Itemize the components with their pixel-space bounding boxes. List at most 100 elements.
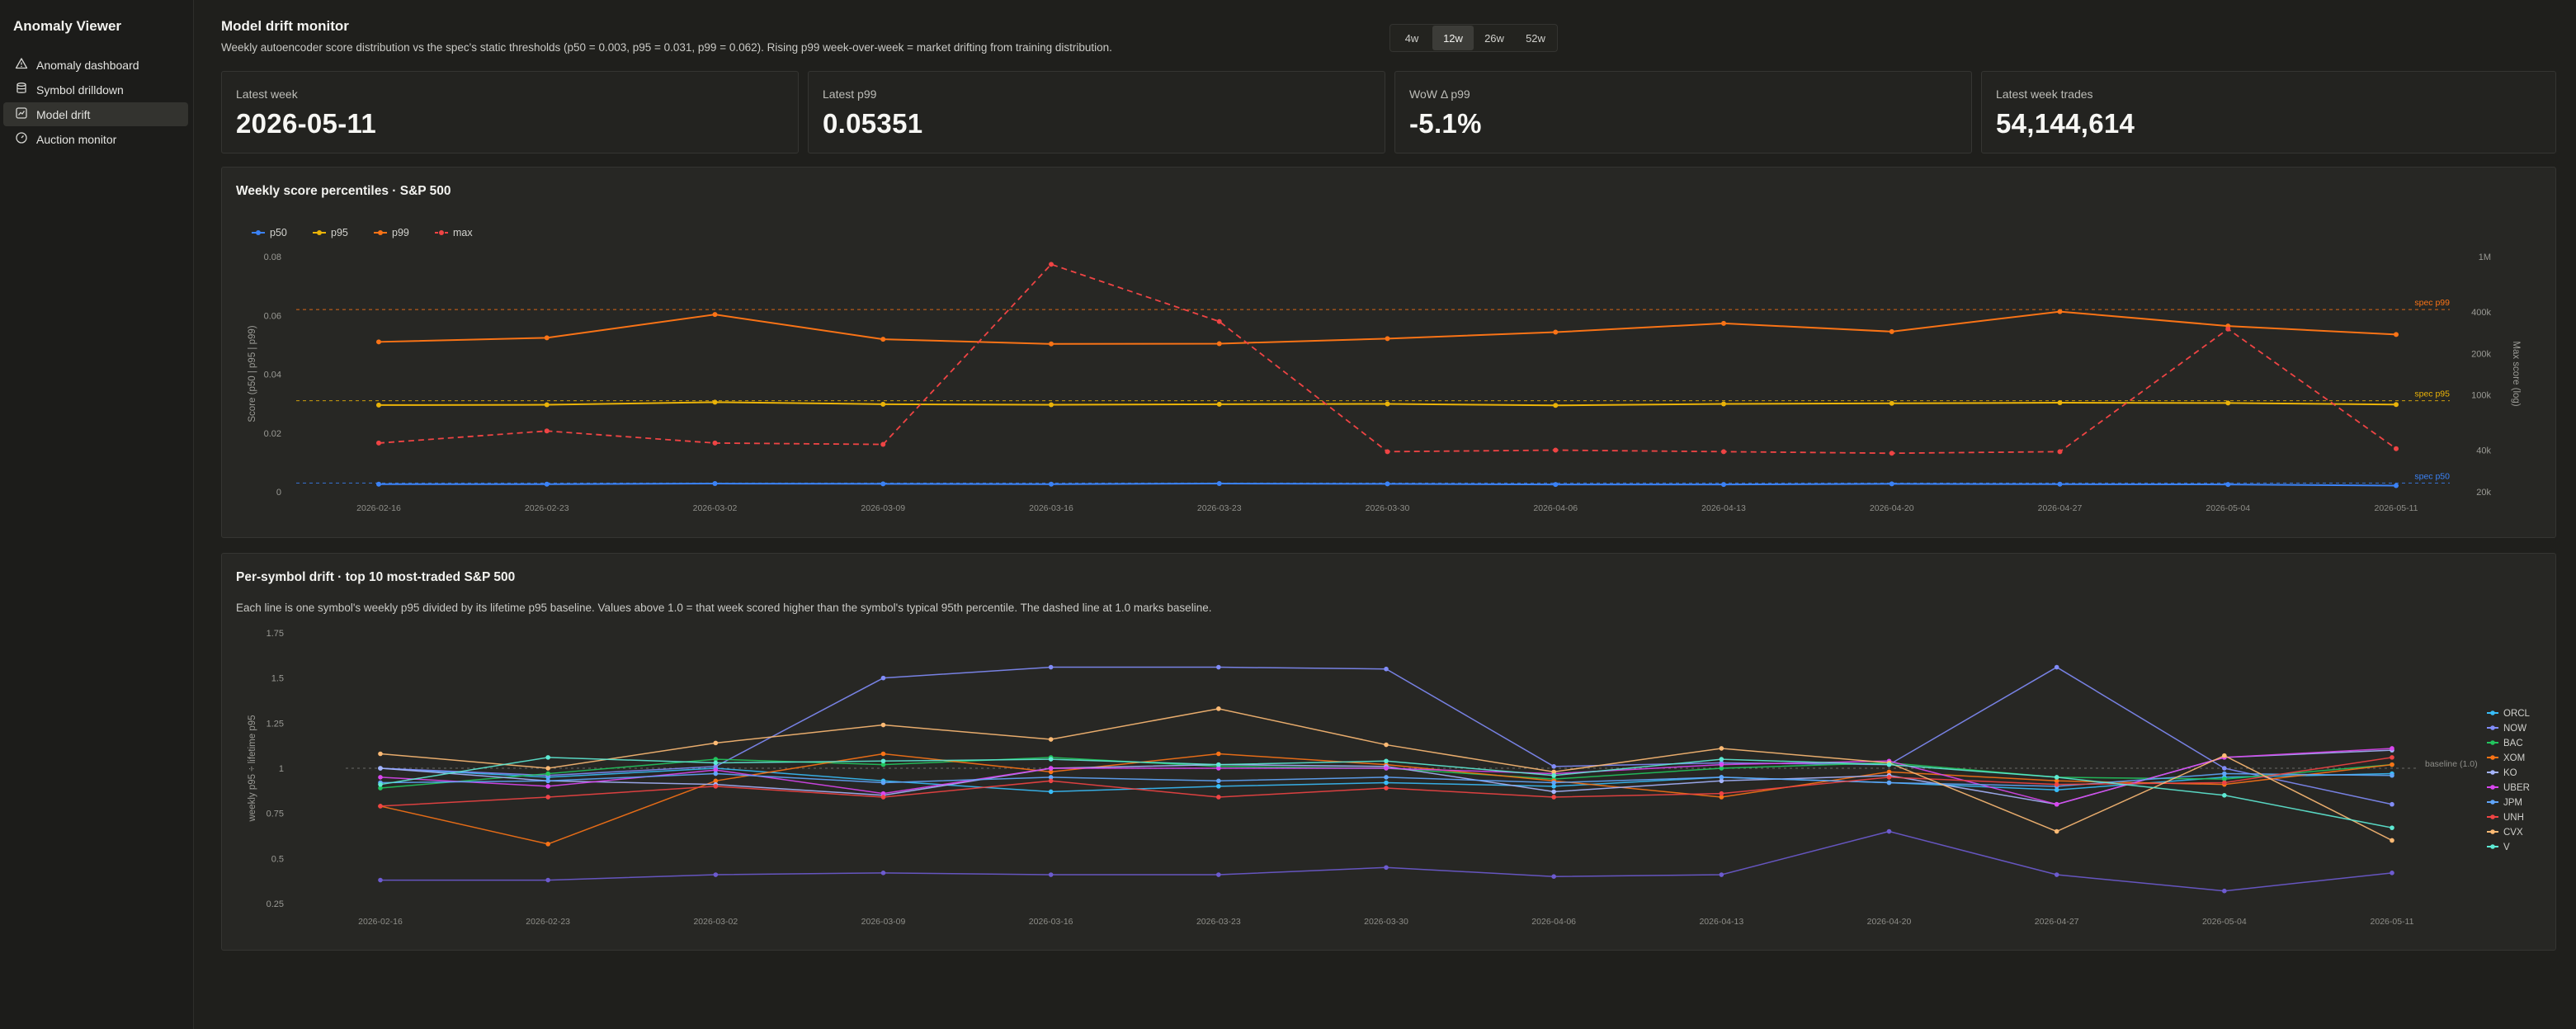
legend-label: KO	[2503, 768, 2517, 778]
data-point-cvx	[378, 751, 383, 757]
data-point-uber	[378, 775, 383, 780]
page-subtitle: Weekly autoencoder score distribution vs…	[221, 41, 1112, 54]
data-point-now	[880, 675, 886, 681]
stat-label: Latest week trades	[1996, 87, 2093, 101]
data-point-v	[1551, 772, 1556, 778]
stat-value: 2026-05-11	[236, 108, 376, 139]
y-tick-label: 0.5	[271, 854, 284, 864]
data-point-max	[880, 441, 886, 447]
y-tick-label: 0.75	[267, 810, 284, 819]
range-option-4w[interactable]: 4w	[1404, 31, 1419, 45]
data-point-v	[880, 758, 886, 764]
legend-marker	[2490, 785, 2495, 790]
app-title: Anomaly Viewer	[13, 18, 122, 34]
data-point-unh	[1384, 786, 1389, 791]
stat-value: 54,144,614	[1996, 108, 2135, 139]
sidebar-item-auction-monitor[interactable]: Auction monitor	[3, 127, 188, 151]
x-tick-label: 2026-04-27	[2038, 503, 2083, 513]
x-tick-label: 2026-05-04	[2202, 917, 2247, 927]
data-point-uber	[2054, 801, 2059, 807]
x-tick-label: 2026-03-02	[693, 917, 738, 927]
data-point-p99	[712, 312, 718, 318]
y-tick-label: 1.75	[267, 629, 284, 639]
range-option-12w[interactable]: 12w	[1432, 26, 1474, 50]
data-point-uber	[1048, 766, 1054, 771]
database-icon	[15, 82, 28, 97]
data-point-p50	[1385, 481, 1390, 487]
sidebar-item-label: Auction monitor	[36, 132, 117, 146]
x-tick-label: 2026-03-30	[1364, 917, 1408, 927]
data-point-cvx	[1719, 746, 1724, 751]
data-point-p95	[376, 402, 381, 408]
y2-tick-label: 200k	[2471, 349, 2491, 359]
data-point-unnamed	[378, 877, 383, 883]
data-point-p95	[544, 402, 550, 408]
data-point-p99	[1216, 341, 1222, 347]
legend-marker	[439, 230, 444, 235]
data-point-cvx	[2054, 828, 2059, 834]
data-point-p95	[2394, 402, 2399, 408]
range-option-52w[interactable]: 52w	[1526, 31, 1545, 45]
data-point-p50	[2057, 481, 2063, 487]
data-point-cvx	[545, 766, 550, 771]
legend-marker	[378, 230, 383, 235]
stat-label: Latest p99	[823, 87, 877, 101]
data-point-jpm	[1551, 780, 1556, 786]
legend-marker	[2490, 829, 2495, 834]
data-point-xom	[880, 751, 886, 757]
data-point-jpm	[1384, 775, 1389, 780]
y-tick-label: 1	[279, 764, 284, 774]
data-point-p99	[544, 335, 550, 341]
range-option-26w[interactable]: 26w	[1484, 31, 1504, 45]
legend-label: p99	[392, 227, 409, 238]
data-point-p95	[1721, 401, 1726, 407]
data-point-unh	[1719, 791, 1724, 796]
data-point-unnamed	[1719, 872, 1724, 877]
legend-marker	[2490, 814, 2495, 819]
y-tick-label: 1.25	[267, 719, 284, 729]
data-point-p50	[712, 481, 718, 487]
stat-value: -5.1%	[1409, 108, 1482, 139]
data-point-p99	[2057, 309, 2063, 314]
legend-label: UBER	[2503, 783, 2530, 793]
sidebar-item-label: Model drift	[36, 107, 91, 121]
stat-card-latest-week: Latest week 2026-05-11	[221, 71, 799, 153]
sidebar-item-symbol-drilldown[interactable]: Symbol drilldown	[3, 78, 188, 101]
data-point-cvx	[2222, 753, 2227, 758]
legend-marker	[2490, 844, 2495, 849]
reference-label: spec p50	[2414, 471, 2450, 481]
data-point-unnamed	[713, 872, 719, 877]
chart-subtitle: Each line is one symbol's weekly p95 div…	[236, 602, 1212, 614]
data-point-v	[2054, 775, 2059, 780]
data-point-jpm	[2390, 772, 2394, 778]
x-tick-label: 2026-03-23	[1196, 917, 1241, 927]
data-point-p50	[880, 481, 886, 487]
data-point-max	[544, 428, 550, 434]
legend-label: max	[453, 227, 473, 238]
y-axis-label: weekly p95 ÷ lifetime p95	[248, 715, 257, 822]
data-point-xom	[2054, 778, 2059, 784]
data-point-orcl	[1384, 780, 1389, 786]
data-point-max	[376, 440, 381, 446]
series-line-max	[378, 263, 2397, 455]
data-point-cvx	[880, 722, 886, 728]
legend-marker	[2490, 725, 2495, 730]
x-tick-label: 2026-05-11	[2371, 917, 2414, 927]
x-tick-label: 2026-03-09	[861, 503, 905, 513]
y2-tick-label: 40k	[2476, 446, 2491, 456]
data-point-p99	[880, 337, 886, 342]
sidebar-item-model-drift[interactable]: Model drift	[3, 102, 188, 126]
data-point-v	[2390, 825, 2394, 830]
sidebar-item-label: Anomaly dashboard	[36, 58, 139, 72]
data-point-xom	[1719, 795, 1724, 800]
data-point-jpm	[713, 771, 719, 776]
stat-value: 0.05351	[823, 108, 923, 139]
x-tick-label: 2026-02-16	[358, 917, 403, 927]
data-point-cvx	[713, 740, 719, 746]
data-point-cvx	[1551, 769, 1556, 775]
y-tick-label: 0.25	[267, 899, 284, 909]
sidebar-item-anomaly-dashboard[interactable]: Anomaly dashboard	[3, 53, 188, 77]
data-point-cvx	[1048, 737, 1054, 742]
data-point-unh	[2222, 780, 2227, 786]
data-point-ko	[378, 766, 383, 771]
